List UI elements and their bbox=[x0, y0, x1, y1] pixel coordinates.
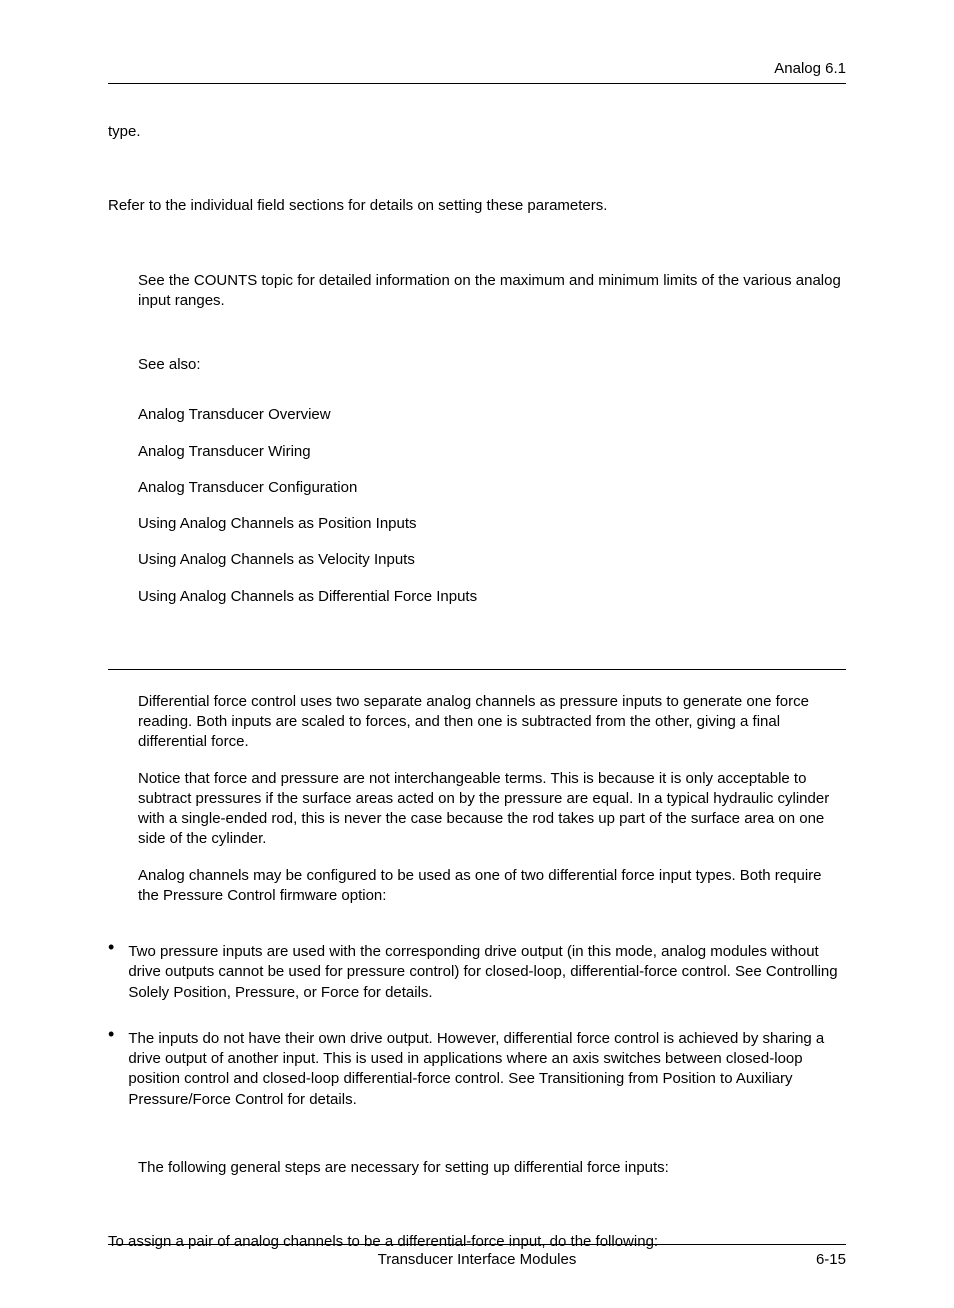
spacer bbox=[108, 391, 846, 405]
header-text: Analog 6.1 bbox=[774, 60, 846, 77]
bullet-icon: • bbox=[108, 1025, 114, 1110]
see-also-item: Analog Transducer Overview bbox=[138, 405, 846, 425]
see-also-list: Analog Transducer Overview Analog Transd… bbox=[138, 405, 846, 607]
see-also-item: Using Analog Channels as Differential Fo… bbox=[138, 587, 846, 607]
spacer bbox=[108, 1194, 846, 1232]
page-footer: Transducer Interface Modules 6-15 bbox=[108, 1244, 846, 1268]
section-divider bbox=[108, 669, 846, 670]
spacer bbox=[108, 158, 846, 196]
bullet-content-wrapper: Two pressure inputs are used with the co… bbox=[128, 936, 846, 1003]
bullet-icon: • bbox=[108, 938, 114, 1003]
footer-title: Transducer Interface Modules bbox=[378, 1251, 577, 1268]
bullet-list-item: • Two pressure inputs are used with the … bbox=[108, 936, 846, 1003]
spacer bbox=[108, 922, 846, 936]
body-paragraph: Notice that force and pressure are not i… bbox=[138, 769, 846, 850]
document-page: Analog 6.1 type. Refer to the individual… bbox=[0, 0, 954, 1308]
see-also-item: Using Analog Channels as Position Inputs bbox=[138, 514, 846, 534]
body-paragraph: type. bbox=[108, 122, 846, 142]
see-also-item: Analog Transducer Wiring bbox=[138, 442, 846, 462]
bullet-text: The inputs do not have their own drive o… bbox=[128, 1029, 846, 1110]
bullet-content-wrapper: The inputs do not have their own drive o… bbox=[128, 1023, 846, 1110]
bullet-text: Two pressure inputs are used with the co… bbox=[128, 942, 846, 1003]
body-paragraph: See the COUNTS topic for detailed inform… bbox=[138, 271, 846, 312]
see-also-item: Analog Transducer Configuration bbox=[138, 478, 846, 498]
bullet-list-item: • The inputs do not have their own drive… bbox=[108, 1023, 846, 1110]
spacer bbox=[108, 327, 846, 355]
body-paragraph: The following general steps are necessar… bbox=[138, 1158, 846, 1178]
see-also-item: Using Analog Channels as Velocity Inputs bbox=[138, 550, 846, 570]
body-paragraph: Refer to the individual field sections f… bbox=[108, 196, 846, 216]
body-paragraph: Analog channels may be configured to be … bbox=[138, 866, 846, 907]
body-paragraph: Differential force control uses two sepa… bbox=[138, 692, 846, 753]
spacer bbox=[108, 1130, 846, 1158]
spacer bbox=[108, 233, 846, 271]
see-also-label: See also: bbox=[138, 355, 846, 375]
page-header: Analog 6.1 bbox=[108, 60, 846, 84]
footer-page-number: 6-15 bbox=[816, 1251, 846, 1268]
